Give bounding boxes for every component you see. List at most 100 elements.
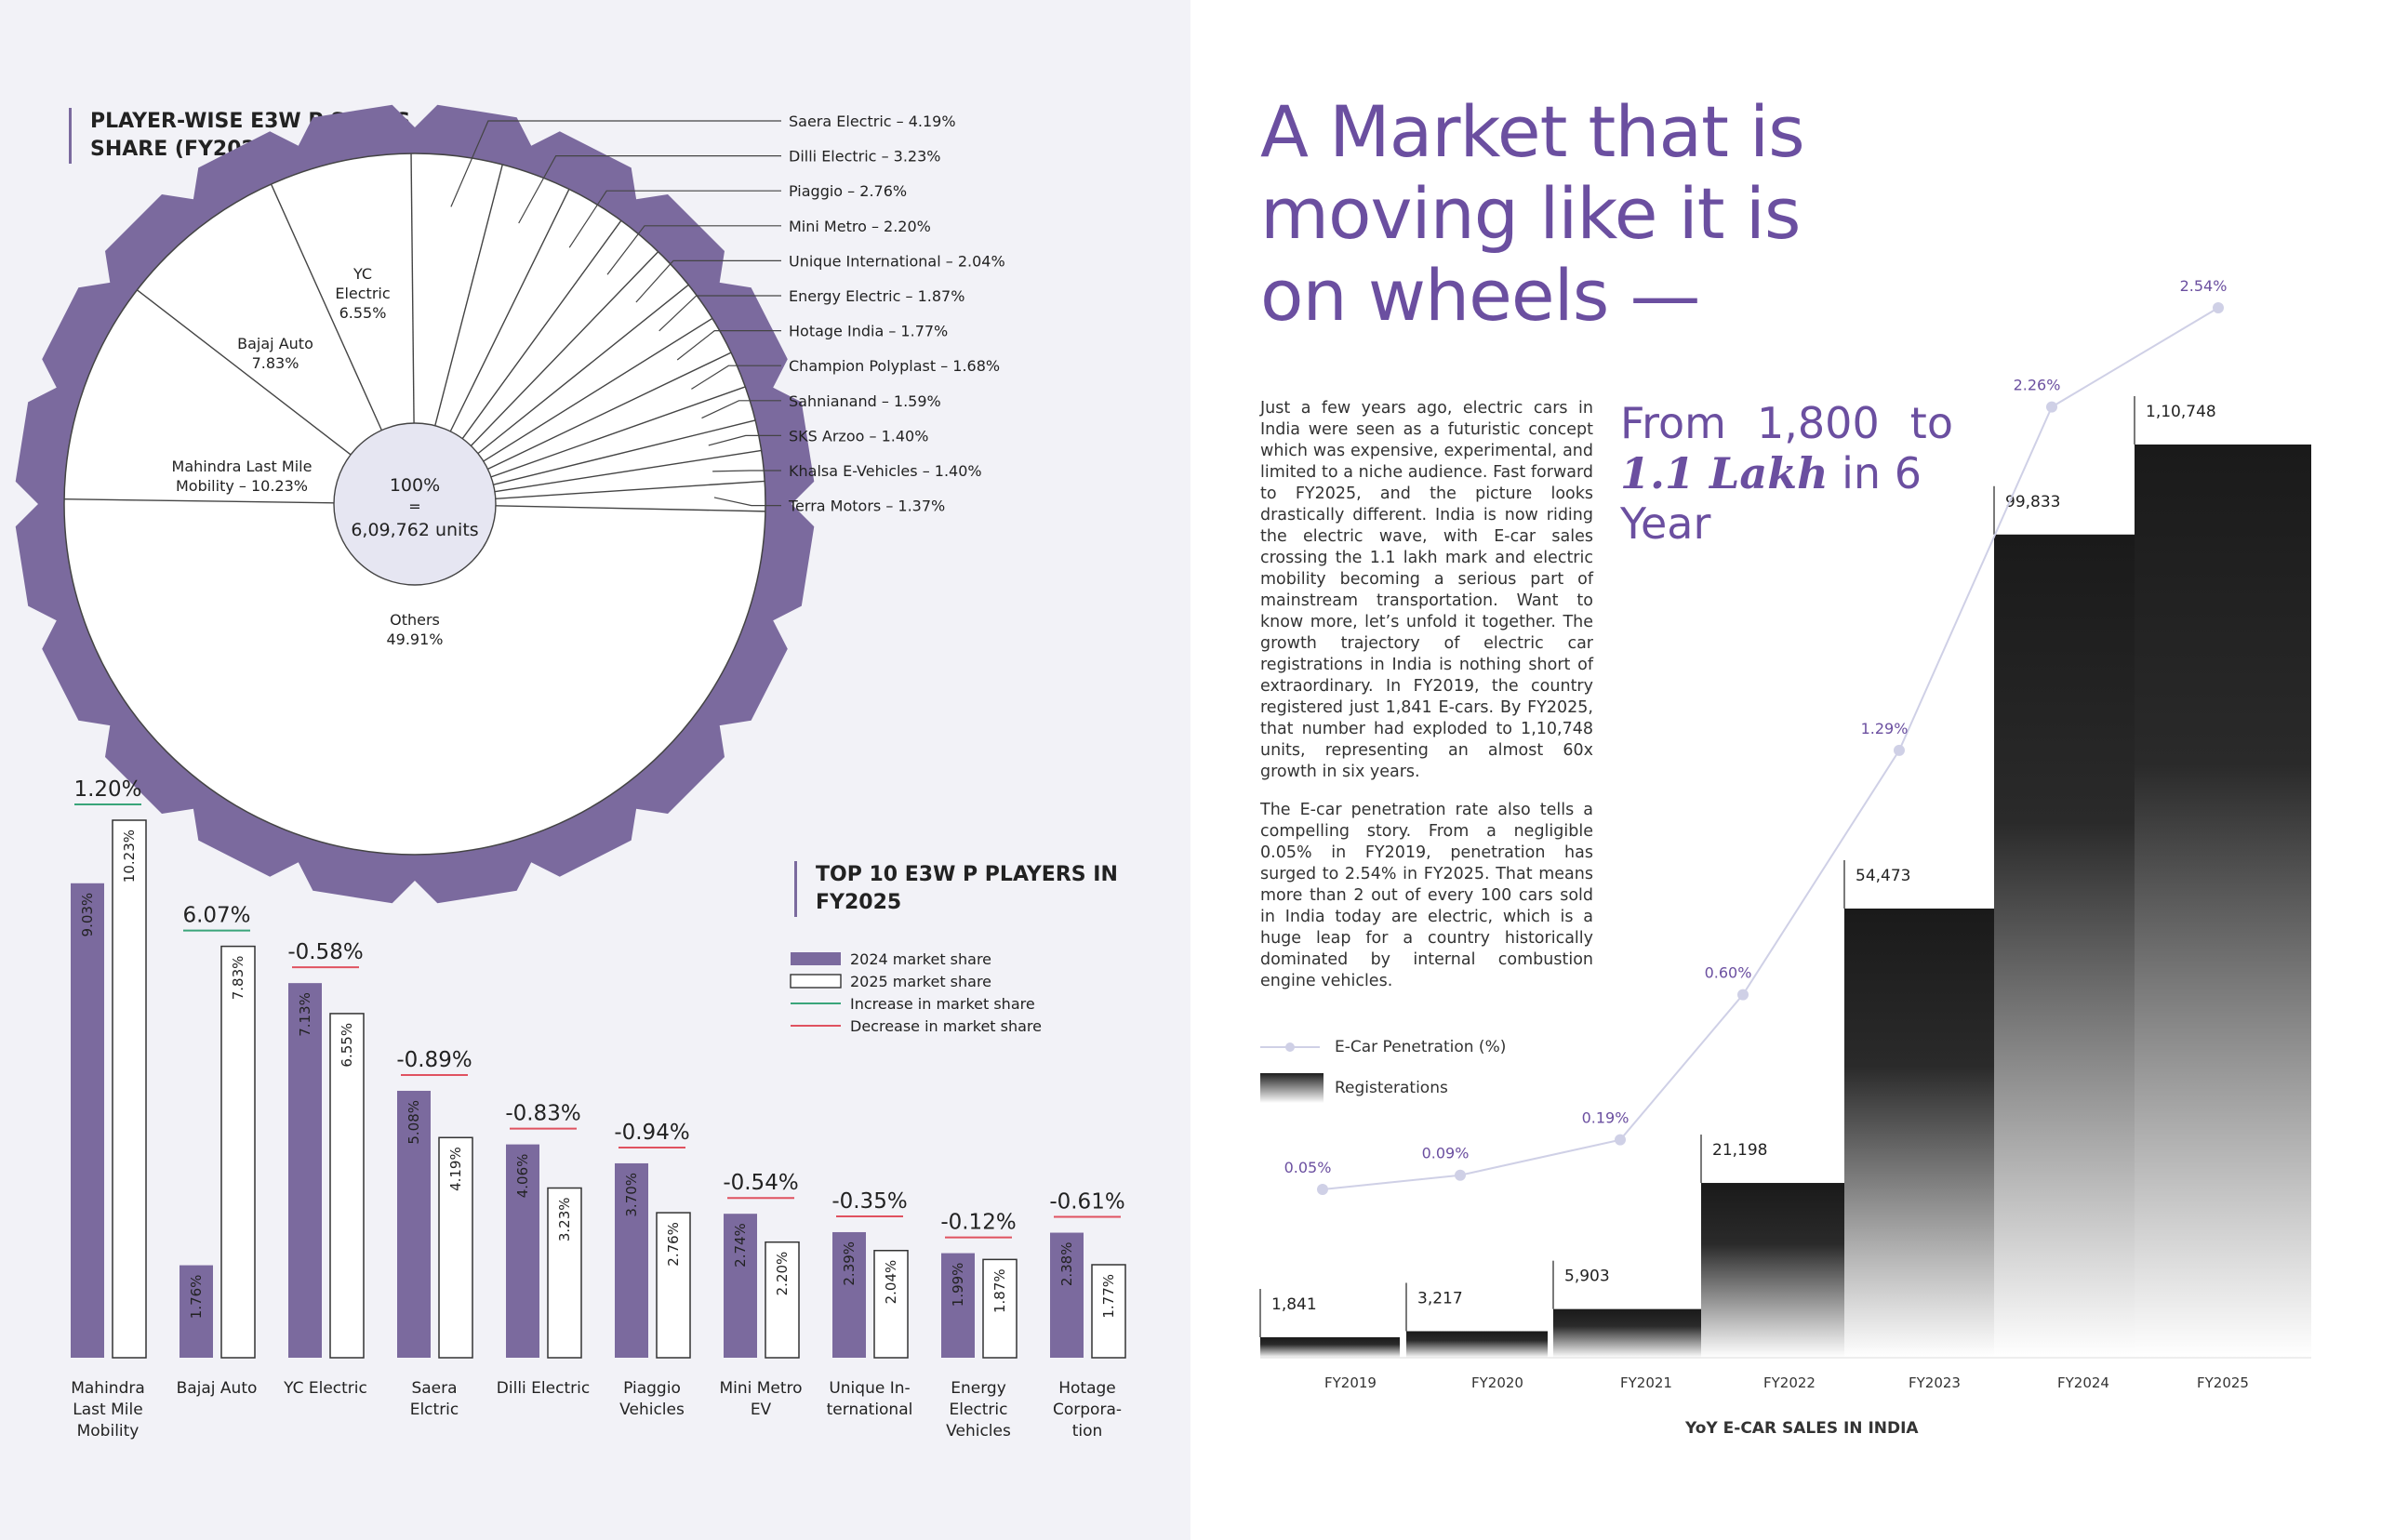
sub-lakh: 1.1 Lakh	[1620, 448, 1829, 498]
sub-num: 1,800	[1757, 398, 1880, 448]
callout-leader-line	[691, 365, 781, 390]
bar-2025-value-label: 7.83%	[230, 956, 246, 1001]
registration-bar	[1260, 1337, 1400, 1358]
bar-2024-value-label: 2.38%	[1058, 1242, 1075, 1287]
pie-slice-divider	[410, 153, 415, 424]
registration-bar	[2135, 445, 2311, 1358]
category-label: Vehicles	[946, 1422, 1011, 1440]
category-label: Energy	[951, 1379, 1006, 1398]
penetration-point	[1894, 744, 1905, 756]
category-label: Bajaj Auto	[177, 1379, 258, 1398]
legend-label: Decrease in market share	[850, 1017, 1042, 1035]
bar-2025-value-label: 2.20%	[774, 1252, 791, 1296]
penetration-point	[1615, 1134, 1626, 1146]
change-label: -0.58%	[287, 940, 363, 964]
category-label: tion	[1072, 1422, 1103, 1440]
penetration-point	[2046, 401, 2057, 413]
callout-label: Terra Motors – 1.37%	[788, 498, 945, 515]
legend-registrations: Registerations	[1260, 1073, 1448, 1103]
callout-label: Hotage India – 1.77%	[789, 323, 948, 340]
category-label: Last Mile	[73, 1401, 142, 1419]
bar-2025	[765, 1241, 800, 1359]
callout-leader-line	[713, 497, 781, 507]
headline-line3: on wheels —	[1260, 254, 1701, 337]
pie-slice-divider	[495, 480, 765, 500]
x-axis-label: FY2025	[2197, 1374, 2249, 1391]
legend-2024-swatch	[791, 952, 841, 965]
change-label: -0.89%	[396, 1048, 472, 1072]
callout-label: Dilli Electric – 3.23%	[789, 148, 940, 166]
pie-label-0-line2: 6.55%	[339, 304, 387, 322]
category-label: Mahindra	[71, 1379, 145, 1398]
bar-2024	[506, 1144, 539, 1358]
change-label: -0.61%	[1049, 1190, 1124, 1215]
bar-2024-value-label: 4.06%	[514, 1154, 531, 1199]
bar-2025-value-label: 2.76%	[665, 1222, 682, 1267]
callout-leader-line	[701, 400, 781, 419]
x-axis-label: FY2023	[1909, 1374, 1961, 1391]
bar-2025-value-label: 1.87%	[991, 1268, 1008, 1313]
left-charts: 100% = 6,09,762 units YC Electric 6.55% Bajaj …	[15, 104, 1126, 1440]
legend-registrations-label: Registerations	[1335, 1079, 1448, 1097]
bar-2025-value-label: 10.23%	[121, 830, 138, 883]
bar-2025	[1091, 1264, 1126, 1359]
bar-2025	[547, 1187, 582, 1359]
category-label: Mini Metro	[719, 1379, 802, 1398]
paragraph-1: Just a few years ago, electric cars in I…	[1260, 399, 1593, 781]
top10-title-line1: TOP 10 E3W P PLAYERS IN	[816, 863, 1118, 886]
change-label: -0.94%	[614, 1121, 689, 1145]
pie-slice-divider	[64, 498, 335, 504]
callout-leader-line	[658, 295, 781, 332]
category-label: Piaggio	[623, 1379, 681, 1398]
pie-label-0-line1: Electric	[335, 285, 390, 302]
penetration-point	[1317, 1183, 1328, 1195]
pie-slice-divider	[495, 505, 765, 512]
bar-2024	[288, 983, 322, 1358]
category-label: Mobility	[77, 1422, 140, 1440]
top10-chart-title: TOP 10 E3W P PLAYERS IN FY2025	[794, 861, 1118, 917]
category-label: ternational	[827, 1401, 913, 1419]
x-axis-label: FY2024	[2057, 1374, 2109, 1391]
legend-label: 2025 market share	[850, 973, 991, 990]
callout-leader-line	[676, 330, 781, 361]
pie-slice-divider	[461, 219, 622, 440]
legend-penetration-label: E-Car Penetration (%)	[1335, 1038, 1507, 1056]
penetration-label: 2.54%	[2180, 277, 2228, 295]
penetration-point	[2213, 302, 2224, 313]
bar-2024-value-label: 7.13%	[297, 992, 313, 1037]
penetration-line-icon	[1260, 1042, 1320, 1052]
bar-2025-value-label: 3.23%	[556, 1198, 573, 1242]
pie-center-circle	[333, 422, 497, 586]
bar-2024-value-label: 9.03%	[79, 893, 96, 937]
category-label: Hotage	[1058, 1379, 1116, 1398]
penetration-label: 0.19%	[1582, 1109, 1629, 1127]
change-label: -0.54%	[723, 1171, 798, 1195]
pie-label-1-line0: Bajaj Auto	[237, 335, 313, 352]
sub-rest: in 6 Year	[1620, 448, 1922, 549]
headline-line2: moving like it is	[1260, 172, 1801, 255]
pie-center-line1: 100%	[390, 475, 440, 496]
category-label: YC Electric	[283, 1379, 367, 1398]
pie-label-1-line1: 7.83%	[252, 354, 299, 372]
bar-2024	[1050, 1232, 1084, 1358]
subheadline: From 1,800 to 1.1 Lakh in 6 Year	[1620, 398, 1953, 549]
bar-2024	[180, 1265, 213, 1358]
pie-label-2-line0: Mahindra Last Mile	[172, 458, 313, 475]
pie-label-0-line0: YC	[352, 265, 372, 283]
category-label: Unique In-	[829, 1379, 910, 1398]
registrations-swatch-icon	[1260, 1073, 1324, 1103]
change-label: -0.83%	[505, 1102, 580, 1126]
callout-leader-line	[708, 434, 781, 446]
bar-2025-value-label: 2.04%	[883, 1260, 899, 1305]
category-label: EV	[751, 1401, 772, 1419]
pie-center-line3: 6,09,762 units	[351, 520, 478, 540]
callout-leader-line	[606, 225, 781, 275]
callout-leader-line	[518, 155, 781, 224]
x-axis-label: FY2019	[1324, 1374, 1377, 1391]
registration-value-label: 5,903	[1564, 1268, 1610, 1286]
bar-2025	[329, 1013, 365, 1359]
bar-2025	[112, 819, 147, 1359]
penetration-label: 1.29%	[1861, 720, 1909, 737]
callout-leader-line	[635, 259, 781, 303]
